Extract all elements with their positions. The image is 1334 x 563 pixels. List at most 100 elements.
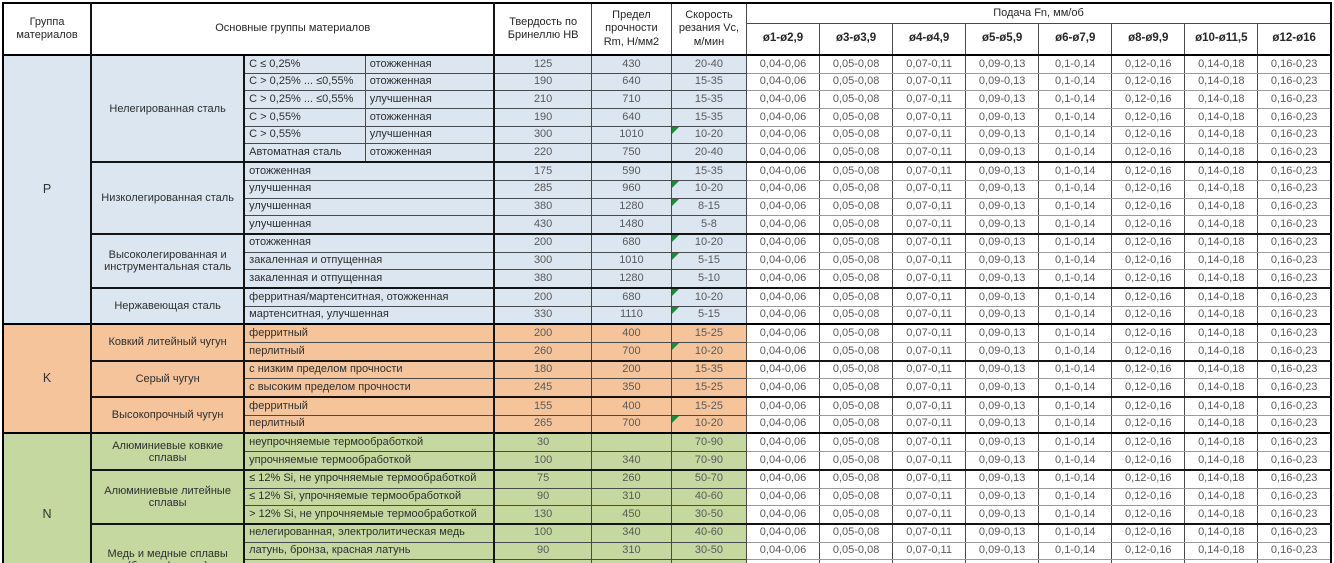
feed-cell: 0,04-0,06 xyxy=(745,179,821,199)
state-cell: отожженная xyxy=(364,143,495,163)
feed-cell: 0,07-0,11 xyxy=(892,432,967,453)
feed-cell: 0,16-0,23 xyxy=(1257,323,1332,344)
feed-cell: 0,04-0,06 xyxy=(745,359,821,380)
feed-cell: 0,07-0,11 xyxy=(892,451,967,471)
feed-cell: 0,12-0,16 xyxy=(1111,179,1186,199)
feed-cell: 0,1-0,14 xyxy=(1038,179,1113,199)
strength-cell: 310 xyxy=(590,541,672,561)
table-row: N Алюминиевые ковкие сплавы неупрочняемые … xyxy=(2,432,1332,563)
strength-cell: 1010 xyxy=(590,125,672,145)
feed-cell: 0,05-0,08 xyxy=(819,359,894,380)
strength-cell: 1280 xyxy=(590,269,672,289)
feed-cell: 0,16-0,23 xyxy=(1257,396,1332,416)
hardness-cell: 200 xyxy=(493,286,592,307)
feed-cell: 0,1-0,14 xyxy=(1038,251,1113,271)
feed-cell: 0,16-0,23 xyxy=(1257,108,1332,127)
material-group-cell: N xyxy=(2,432,92,563)
feed-cell: 0,07-0,11 xyxy=(892,197,967,217)
feed-cell: 0,1-0,14 xyxy=(1038,359,1113,380)
feed-cell: 0,04-0,06 xyxy=(745,341,821,362)
feed-cell: 0,07-0,11 xyxy=(892,305,967,325)
feed-cell: 0,16-0,23 xyxy=(1257,72,1332,92)
feed-cell: 0,05-0,08 xyxy=(819,72,894,92)
feed-cell: 0,05-0,08 xyxy=(819,323,894,344)
table-row: закаленная и отпущенная 380 1280 5-10 0,04-0… xyxy=(3,269,1332,289)
condition-cell: C > 0,55% xyxy=(243,125,366,145)
feed-cell: 0,16-0,23 xyxy=(1257,505,1332,525)
feed-cell: 0,14-0,18 xyxy=(1184,286,1259,307)
feed-cell: 0,16-0,23 xyxy=(1257,541,1332,561)
speed-cell: 15-25 xyxy=(670,378,748,398)
feed-cell: 0,09-0,13 xyxy=(965,305,1040,325)
speed-cell: 15-25 xyxy=(670,396,748,416)
feed-cell: 0,09-0,13 xyxy=(965,161,1040,181)
state-cell: отожженная xyxy=(364,108,495,127)
feed-cell: 0,07-0,11 xyxy=(892,232,967,253)
feed-cell: 0,05-0,08 xyxy=(819,487,894,507)
feed-cell: 0,14-0,18 xyxy=(1184,522,1259,543)
feed-cell: 0,12-0,16 xyxy=(1111,305,1186,325)
speed-cell-with-note-marker: 10-20 xyxy=(670,179,748,199)
feed-cell: 0,09-0,13 xyxy=(965,125,1040,145)
feed-cell: 0,09-0,13 xyxy=(965,487,1040,507)
header-diameter-range-7: ø10-ø11,5 xyxy=(1184,22,1259,56)
feed-cell: 0,04-0,06 xyxy=(745,90,821,110)
feed-cell: 0,05-0,08 xyxy=(819,522,894,543)
feed-cell: 0,12-0,16 xyxy=(1111,232,1186,253)
speed-cell-with-note-marker: 8-15 xyxy=(670,197,748,217)
table-row: латунь, бронза, красная латунь 90 310 30-50… xyxy=(3,541,1332,561)
feed-cell: 0,1-0,14 xyxy=(1038,53,1113,74)
feed-cell: 0,14-0,18 xyxy=(1184,179,1259,199)
strength-cell: 400 xyxy=(590,396,672,416)
feed-cell: 0,12-0,16 xyxy=(1111,197,1186,217)
feed-cell: 0,05-0,08 xyxy=(819,161,894,181)
feed-cell: 0,05-0,08 xyxy=(819,341,894,362)
feed-cell: 0,12-0,16 xyxy=(1111,341,1186,362)
hardness-cell: 125 xyxy=(493,53,592,74)
feed-cell: 0,12-0,16 xyxy=(1111,522,1186,543)
feed-cell: 0,12-0,16 xyxy=(1111,90,1186,110)
header-diameter-range-4: ø5-ø5,9 xyxy=(965,22,1040,56)
feed-cell: 0,1-0,14 xyxy=(1038,414,1113,434)
strength-cell: 1480 xyxy=(590,215,672,235)
feed-cell: 0,04-0,06 xyxy=(745,378,821,398)
header-diameter-range-5: ø6-ø7,9 xyxy=(1038,22,1113,56)
condition-cell: Автоматная сталь xyxy=(243,143,366,163)
feed-cell: 0,14-0,18 xyxy=(1184,541,1259,561)
feed-cell: 0,16-0,23 xyxy=(1257,143,1332,163)
feed-cell: 0,16-0,23 xyxy=(1257,269,1332,289)
feed-cell: 0,1-0,14 xyxy=(1038,378,1113,398)
hardness-cell: 100 xyxy=(493,522,592,543)
feed-cell: 0,16-0,23 xyxy=(1257,487,1332,507)
description-cell: ≤ 12% Si, не упрочняемые термообработкой xyxy=(243,468,495,489)
speed-cell: 40-60 xyxy=(670,487,748,507)
feed-cell: 0,04-0,06 xyxy=(745,505,821,525)
description-cell: ≤ 12% Si, упрочняемые термообработкой xyxy=(243,487,495,507)
speed-cell: 70-90 xyxy=(670,432,748,453)
hardness-cell: 285 xyxy=(493,179,592,199)
header-diameter-range-6: ø8-ø9,9 xyxy=(1111,22,1186,56)
feed-cell: 0,09-0,13 xyxy=(965,72,1040,92)
feed-cell: 0,1-0,14 xyxy=(1038,90,1113,110)
feed-cell: 0,05-0,08 xyxy=(819,451,894,471)
feed-cell: 0,12-0,16 xyxy=(1111,251,1186,271)
strength-cell: 1280 xyxy=(590,197,672,217)
feed-cell: 0,14-0,18 xyxy=(1184,487,1259,507)
feed-cell: 0,12-0,16 xyxy=(1111,269,1186,289)
feed-cell: 0,14-0,18 xyxy=(1184,108,1259,127)
feed-cell: 0,04-0,06 xyxy=(745,396,821,416)
description-cell: ферритная/мартенситная, отожженная xyxy=(243,286,495,307)
subgroup-name-cell: Высокопрочный чугун xyxy=(90,396,245,434)
feed-cell: 0,04-0,06 xyxy=(745,143,821,163)
hardness-cell: 30 xyxy=(493,432,592,453)
speed-cell-with-note-marker: 10-20 xyxy=(670,341,748,362)
feed-cell: 0,1-0,14 xyxy=(1038,286,1113,307)
speed-cell-with-note-marker: 10-20 xyxy=(670,414,748,434)
feed-cell: 0,1-0,14 xyxy=(1038,72,1113,92)
table-row: перлитный 265 700 10-20 0,04-0,06 0,05-0,08 0,… xyxy=(3,414,1332,434)
feed-cell: 0,14-0,18 xyxy=(1184,125,1259,145)
feed-cell: 0,05-0,08 xyxy=(819,232,894,253)
condition-cell: C > 0,55% xyxy=(243,108,366,127)
table-row: Высоколегированная и инструментальная ст… xyxy=(3,232,1332,289)
